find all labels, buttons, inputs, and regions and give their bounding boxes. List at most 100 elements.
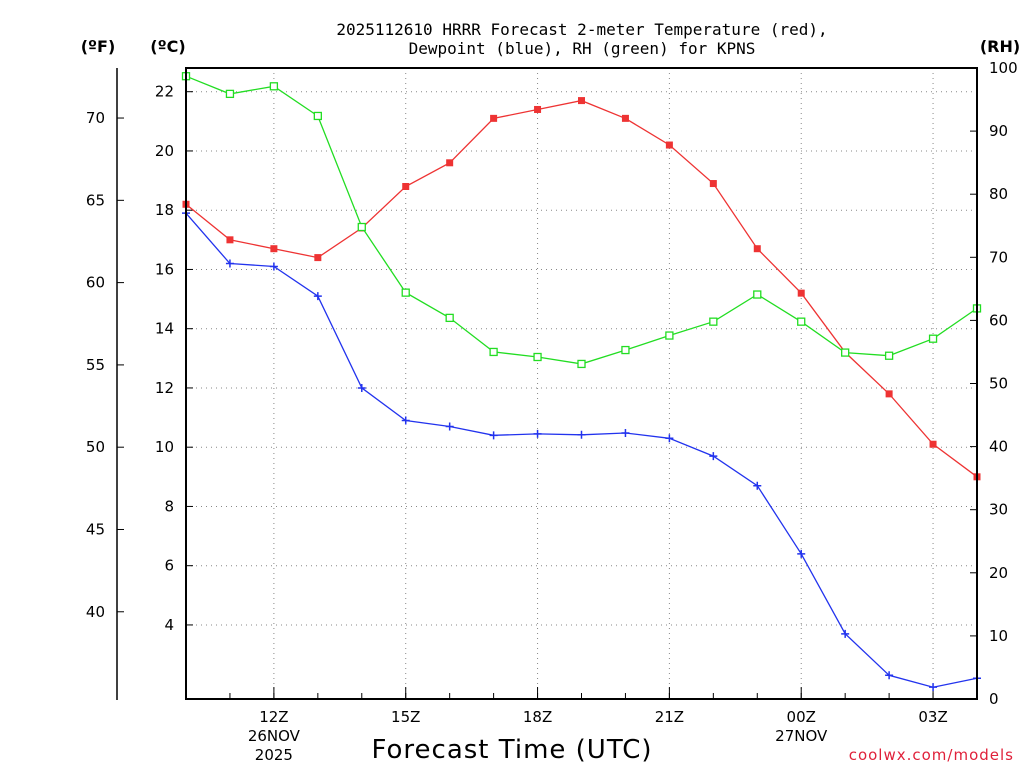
data-point bbox=[929, 683, 938, 692]
series-dewpoint bbox=[182, 209, 981, 692]
grid-lines bbox=[186, 68, 977, 699]
data-point bbox=[225, 89, 235, 99]
data-point bbox=[269, 262, 278, 271]
rh-tick-label: 30 bbox=[989, 501, 1008, 519]
data-point bbox=[401, 416, 410, 425]
x-tick-label: 00Z bbox=[787, 708, 816, 726]
rh-tick-label: 80 bbox=[989, 185, 1008, 203]
rh-tick-label: 20 bbox=[989, 564, 1008, 582]
rh-tick-label: 60 bbox=[989, 311, 1008, 329]
data-point bbox=[577, 430, 586, 439]
data-point bbox=[270, 245, 278, 253]
credit-text: coolwx.com/models bbox=[849, 746, 1014, 764]
fahrenheit-tick-label: 50 bbox=[86, 438, 105, 456]
celsius-tick-label: 18 bbox=[155, 201, 174, 219]
data-point bbox=[753, 481, 762, 490]
data-point bbox=[577, 359, 586, 369]
data-point bbox=[665, 434, 674, 443]
x-tick-label: 12Z bbox=[259, 708, 288, 726]
data-point bbox=[884, 351, 894, 360]
data-point bbox=[929, 440, 937, 448]
data-point bbox=[534, 105, 542, 113]
rh-tick-label: 90 bbox=[989, 122, 1008, 140]
data-point bbox=[621, 345, 630, 355]
data-point bbox=[797, 549, 806, 558]
fahrenheit-tick-label: 65 bbox=[86, 191, 105, 209]
data-point bbox=[841, 629, 850, 638]
rh-unit-label: (RH) bbox=[980, 37, 1020, 56]
x-tick-date: 26NOV bbox=[248, 727, 301, 745]
data-point bbox=[885, 390, 893, 398]
celsius-tick-label: 14 bbox=[155, 320, 174, 338]
data-point bbox=[445, 313, 454, 323]
celsius-tick-label: 10 bbox=[155, 438, 174, 456]
data-point bbox=[314, 254, 322, 262]
data-point bbox=[226, 236, 234, 244]
data-point bbox=[665, 331, 674, 340]
chart-title-line1: 2025112610 HRRR Forecast 2-meter Tempera… bbox=[336, 20, 827, 39]
data-point bbox=[313, 111, 322, 121]
celsius-axis: 4 6 8 10 12 14 16 18 20 22 bbox=[155, 83, 193, 634]
data-point bbox=[753, 245, 761, 253]
x-tick-year: 2025 bbox=[255, 746, 293, 764]
fahrenheit-tick-label: 45 bbox=[86, 520, 105, 538]
x-tick-date: 27NOV bbox=[775, 727, 828, 745]
rh-axis: 0 10 20 30 40 50 60 70 80 90 100 bbox=[970, 59, 1018, 708]
data-point bbox=[445, 422, 454, 431]
celsius-tick-label: 6 bbox=[164, 557, 174, 575]
data-point bbox=[709, 317, 718, 326]
fahrenheit-tick-label: 40 bbox=[86, 603, 105, 621]
rh-tick-label: 40 bbox=[989, 438, 1008, 456]
data-point bbox=[928, 334, 938, 343]
plot-frame bbox=[185, 67, 978, 700]
rh-tick-label: 50 bbox=[989, 375, 1008, 393]
fahrenheit-tick-label: 55 bbox=[86, 356, 105, 374]
series-rh bbox=[181, 72, 982, 369]
celsius-tick-label: 22 bbox=[155, 83, 174, 101]
data-point bbox=[621, 114, 629, 122]
series-line bbox=[185, 75, 978, 365]
data-point bbox=[357, 383, 366, 392]
celsius-tick-label: 20 bbox=[155, 142, 174, 160]
data-point bbox=[841, 348, 850, 357]
fahrenheit-tick-label: 70 bbox=[86, 109, 105, 127]
data-point bbox=[401, 288, 410, 297]
data-point bbox=[621, 428, 630, 437]
x-tick-label: 15Z bbox=[391, 708, 420, 726]
x-axis-title: Forecast Time (UTC) bbox=[371, 735, 652, 765]
chart-title-line2: Dewpoint (blue), RH (green) for KPNS bbox=[409, 39, 756, 58]
data-point bbox=[665, 141, 673, 149]
data-point bbox=[402, 182, 410, 190]
data-point bbox=[797, 317, 806, 326]
series-line bbox=[185, 99, 978, 478]
data-point bbox=[446, 159, 454, 167]
data-point bbox=[885, 671, 894, 680]
x-tick-label: 18Z bbox=[523, 708, 552, 726]
rh-tick-label: 10 bbox=[989, 627, 1008, 645]
rh-tick-label: 0 bbox=[989, 690, 999, 708]
data-point bbox=[533, 352, 542, 362]
data-point bbox=[269, 82, 279, 91]
x-tick-label: 21Z bbox=[655, 708, 684, 726]
data-point bbox=[489, 347, 498, 357]
data-point bbox=[753, 290, 762, 299]
series-line bbox=[185, 212, 978, 688]
series-layer bbox=[181, 72, 982, 692]
celsius-tick-label: 16 bbox=[155, 260, 174, 278]
celsius-tick-label: 4 bbox=[164, 616, 174, 634]
data-point bbox=[313, 292, 322, 301]
fahrenheit-tick-label: 60 bbox=[86, 274, 105, 292]
data-point bbox=[533, 429, 542, 438]
celsius-unit-label: (ºC) bbox=[150, 37, 185, 56]
data-point bbox=[490, 114, 498, 122]
data-point bbox=[797, 289, 805, 297]
rh-tick-label: 100 bbox=[989, 59, 1018, 77]
data-point bbox=[225, 259, 234, 268]
data-point bbox=[357, 222, 366, 232]
fahrenheit-axis: 40 45 50 55 60 65 70 bbox=[86, 68, 124, 700]
data-point bbox=[578, 97, 585, 105]
celsius-tick-label: 8 bbox=[164, 497, 174, 515]
rh-tick-label: 70 bbox=[989, 248, 1008, 266]
